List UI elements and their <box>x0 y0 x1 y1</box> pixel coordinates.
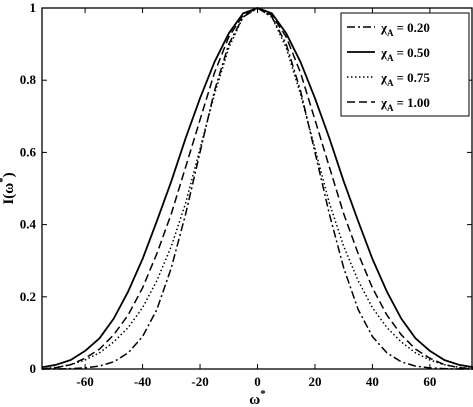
y-tick-label-5: 1 <box>30 0 37 15</box>
y-tick-label-3: 0.6 <box>20 144 37 159</box>
y-tick-label-2: 0.4 <box>20 217 37 232</box>
x-axis: -60 -40 -20 0 20 40 60 <box>76 8 436 389</box>
x-tick-label-2: -20 <box>191 374 208 389</box>
x-axis-label: ω* <box>249 388 266 407</box>
y-tick-label-0: 0 <box>30 361 37 376</box>
x-tick-label-4: 20 <box>308 374 321 389</box>
legend: χA = 0.20 χA = 0.50 χA = 0.75 χA = 1.00 <box>340 12 470 117</box>
legend-label-2: χA = 0.75 <box>380 70 430 88</box>
legend-label-0: χA = 0.20 <box>380 20 430 38</box>
x-tick-label-0: -60 <box>76 374 93 389</box>
legend-label-3: χA = 1.00 <box>380 95 430 113</box>
x-tick-label-1: -40 <box>134 374 151 389</box>
y-axis-label-tail: ) <box>1 172 17 177</box>
y-tick-label-1: 0.2 <box>20 289 36 304</box>
x-tick-label-6: 60 <box>423 374 436 389</box>
legend-label-1: χA = 0.50 <box>380 45 430 63</box>
x-axis-label-base: ω <box>249 392 260 407</box>
x-tick-label-3: 0 <box>254 374 261 389</box>
legend-box <box>340 12 470 117</box>
y-axis: 0 0.2 0.4 0.6 0.8 1 <box>20 0 472 376</box>
x-axis-label-sup: * <box>260 388 266 400</box>
y-tick-label-4: 0.8 <box>20 72 37 87</box>
y-axis-label-base: I(ω <box>1 183 17 205</box>
y-axis-label-sup: * <box>0 177 9 183</box>
y-axis-label: I(ω*) <box>0 172 17 204</box>
x-tick-label-5: 40 <box>366 374 379 389</box>
